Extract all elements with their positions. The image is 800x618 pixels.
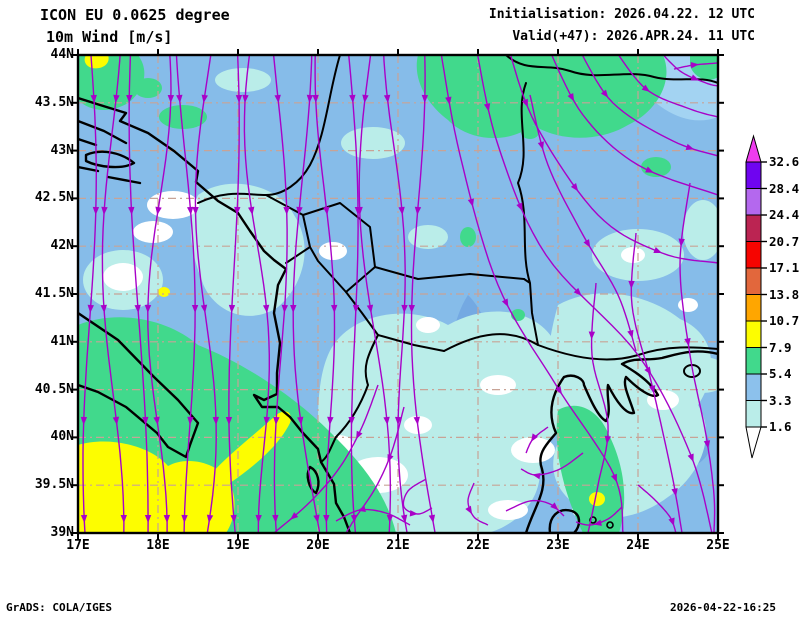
- legend-band: [745, 373, 762, 401]
- lat-tick-label: 43N: [50, 142, 74, 158]
- legend-value-label: 1.6: [769, 419, 792, 434]
- lat-tick-label: 41.5N: [34, 286, 74, 301]
- legend-band: [745, 294, 762, 322]
- colorbar: [745, 134, 767, 459]
- legend-band: [745, 161, 762, 189]
- lat-tick-label: 39N: [50, 525, 74, 540]
- legend-value-label: 13.8: [769, 286, 800, 302]
- lat-tick-label: 42N: [50, 238, 74, 254]
- legend-value-label: 5.4: [769, 366, 792, 381]
- legend-band: [745, 241, 762, 269]
- lat-tick-label: 43.5N: [34, 94, 74, 110]
- lon-tick-label: 22E: [466, 538, 490, 553]
- colorbar-tail: [745, 426, 762, 459]
- lat-tick-label: 40.5N: [34, 381, 74, 397]
- legend-value-label: 3.3: [769, 392, 792, 408]
- lon-tick-label: 17E: [66, 538, 90, 553]
- legend-band: [745, 347, 762, 375]
- creation-timestamp: 2026-04-22-16:25: [670, 601, 776, 614]
- model-title: ICON EU 0.0625 degree: [40, 6, 230, 24]
- lon-tick-label: 25E: [706, 538, 730, 553]
- init-time: Initialisation: 2026.04.22. 12 UTC: [488, 7, 755, 22]
- legend-value-label: 28.4: [769, 180, 800, 196]
- lat-tick-label: 39.5N: [34, 477, 74, 493]
- lon-tick-label: 24E: [626, 538, 650, 553]
- legend-band: [745, 400, 762, 428]
- lat-tick-label: 42.5N: [34, 190, 74, 206]
- colorbar-cap: [745, 134, 762, 163]
- lon-tick-label: 19E: [226, 538, 250, 553]
- legend-band: [745, 320, 762, 348]
- grads-credit: GrADS: COLA/IGES: [6, 601, 112, 614]
- legend-band: [745, 214, 762, 242]
- legend-value-label: 32.6: [769, 154, 800, 169]
- legend-value-label: 7.9: [769, 339, 792, 355]
- legend-value-label: 20.7: [769, 233, 800, 249]
- lat-tick-label: 41N: [50, 333, 74, 349]
- legend-band: [745, 188, 762, 216]
- lon-tick-label: 20E: [306, 538, 330, 553]
- field-title: 10m Wind [m/s]: [46, 28, 173, 46]
- map-area: [71, 49, 724, 540]
- legend-value-label: 17.1: [769, 260, 800, 275]
- lat-tick-label: 40N: [50, 429, 74, 445]
- lon-tick-label: 18E: [146, 538, 170, 553]
- valid-time: Valid(+47): 2026.APR.24. 11 UTC: [512, 29, 755, 44]
- lon-tick-label: 21E: [386, 538, 410, 553]
- lon-tick-label: 23E: [546, 538, 570, 553]
- legend-band: [745, 267, 762, 295]
- legend-value-label: 24.4: [769, 207, 800, 222]
- lat-tick-label: 44N: [50, 47, 74, 62]
- legend-value-label: 10.7: [769, 313, 800, 328]
